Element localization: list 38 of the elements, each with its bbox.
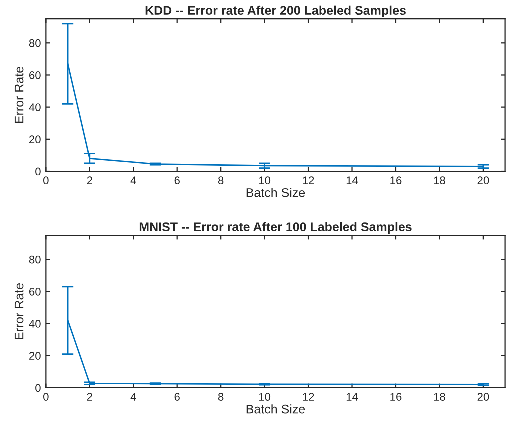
x-tick-label: 12 [303, 176, 314, 184]
x-tick-label: 0 [44, 176, 49, 185]
x-tick-label: 8 [218, 393, 224, 401]
y-tick-label: 0 [36, 168, 41, 176]
chart-title: KDD -- Error rate After 200 Labeled Samples [146, 6, 406, 18]
y-tick-label: 40 [29, 104, 41, 112]
y-axis-title: Error Rate [14, 283, 24, 340]
x-tick-label: 6 [174, 393, 180, 401]
x-tick-label: 16 [390, 393, 402, 401]
x-tick-label: 12 [303, 393, 314, 401]
y-tick-label: 60 [30, 288, 41, 296]
x-axis-title: Batch Size [246, 188, 306, 198]
x-tick-label: 14 [346, 393, 358, 401]
x-tick-label: 18 [434, 176, 446, 185]
x-tick-label: 10 [259, 393, 271, 401]
y-tick-label: 60 [30, 72, 41, 80]
x-tick-label: 14 [346, 176, 358, 184]
y-tick-label: 80 [29, 256, 41, 264]
y-tick-label: 80 [29, 39, 41, 48]
x-tick-label: 4 [130, 393, 136, 401]
y-tick-label: 20 [30, 352, 41, 360]
x-tick-label: 20 [478, 176, 490, 185]
x-tick-label: 8 [218, 176, 224, 185]
y-axis-title: Error Rate [14, 67, 24, 124]
x-tick-label: 0 [44, 393, 49, 401]
x-tick-label: 6 [174, 176, 180, 185]
y-tick-label: 20 [30, 136, 41, 144]
y-tick-label: 0 [36, 384, 41, 392]
x-tick-label: 18 [434, 393, 446, 401]
x-tick-label: 2 [87, 393, 92, 401]
x-tick-label: 20 [478, 393, 490, 401]
x-tick-label: 2 [87, 176, 92, 184]
x-tick-label: 16 [390, 176, 402, 185]
x-tick-label: 4 [130, 176, 136, 184]
chart-title: MNIST -- Error rate After 100 Labeled Samples [140, 222, 412, 234]
x-tick-label: 10 [259, 176, 271, 185]
x-axis-title: Batch Size [246, 404, 306, 414]
y-tick-label: 40 [29, 320, 41, 328]
